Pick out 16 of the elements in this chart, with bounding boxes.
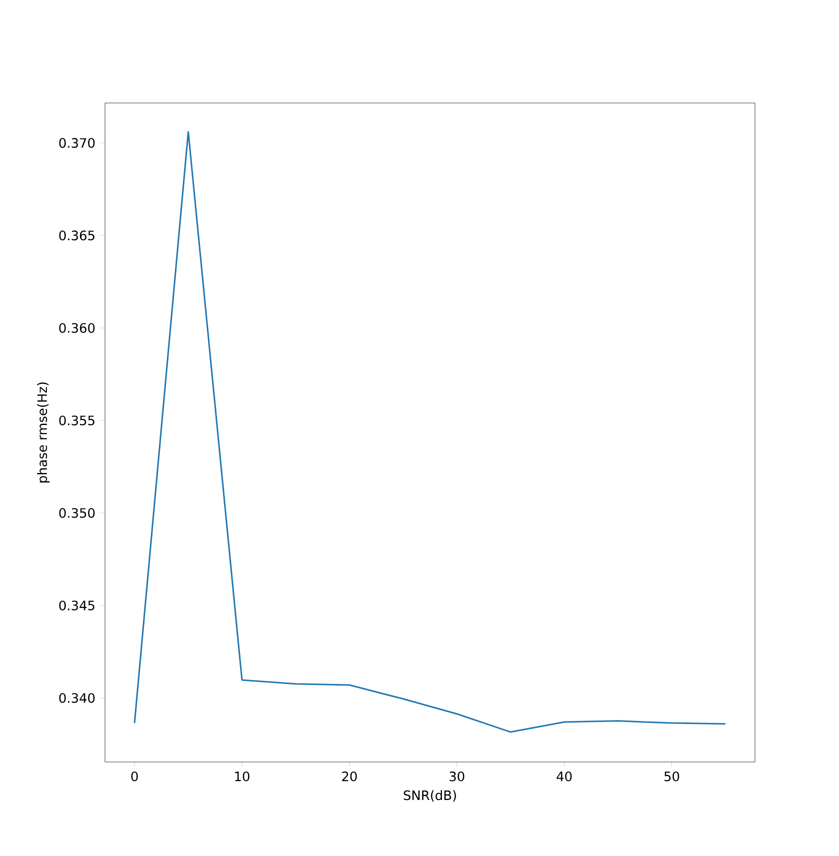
y-tick-label: 0.355 bbox=[59, 416, 94, 426]
y-tick-label: 0.370 bbox=[59, 138, 95, 148]
x-axis-title: SNR(dB) bbox=[404, 790, 456, 802]
y-axis-title: phase rmse(Hz) bbox=[37, 382, 50, 482]
line-series bbox=[134, 131, 726, 733]
x-tick-label: 30 bbox=[450, 772, 464, 782]
x-tick-label: 50 bbox=[664, 772, 680, 782]
y-tick-label: 0.350 bbox=[59, 508, 95, 518]
y-tick-label: 0.340 bbox=[59, 693, 95, 703]
y-tick-label: 0.345 bbox=[59, 600, 94, 610]
x-tick-label: 10 bbox=[235, 772, 250, 782]
x-tick-label: 0 bbox=[131, 772, 138, 782]
x-tick-label: 40 bbox=[556, 772, 572, 782]
y-tick-label: 0.360 bbox=[59, 323, 95, 333]
x-tick-label: 20 bbox=[342, 772, 357, 782]
y-tick-label: 0.365 bbox=[59, 230, 94, 240]
